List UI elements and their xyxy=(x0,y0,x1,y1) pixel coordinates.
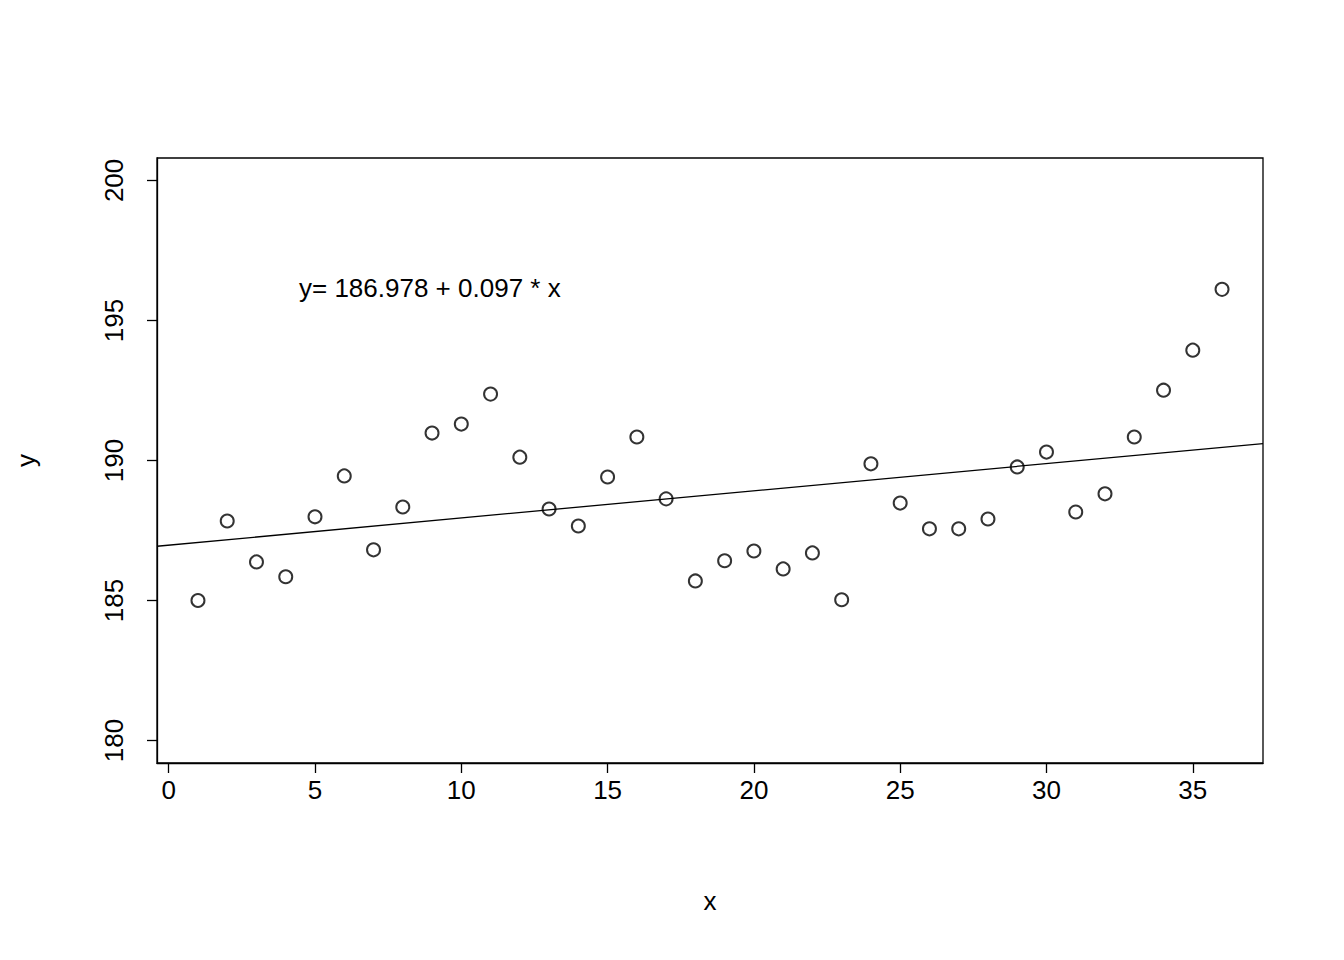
svg-text:30: 30 xyxy=(1032,775,1061,805)
svg-text:y: y xyxy=(11,454,41,467)
svg-text:10: 10 xyxy=(447,775,476,805)
svg-text:y= 186.978 + 0.097 * x: y= 186.978 + 0.097 * x xyxy=(299,273,561,303)
svg-text:35: 35 xyxy=(1178,775,1207,805)
svg-text:180: 180 xyxy=(99,719,129,762)
svg-text:185: 185 xyxy=(99,579,129,622)
svg-text:x: x xyxy=(704,886,717,916)
svg-text:190: 190 xyxy=(99,439,129,482)
svg-text:0: 0 xyxy=(161,775,175,805)
svg-text:25: 25 xyxy=(886,775,915,805)
svg-text:5: 5 xyxy=(308,775,322,805)
svg-text:20: 20 xyxy=(739,775,768,805)
svg-text:15: 15 xyxy=(593,775,622,805)
svg-text:195: 195 xyxy=(99,299,129,342)
svg-text:200: 200 xyxy=(99,159,129,202)
